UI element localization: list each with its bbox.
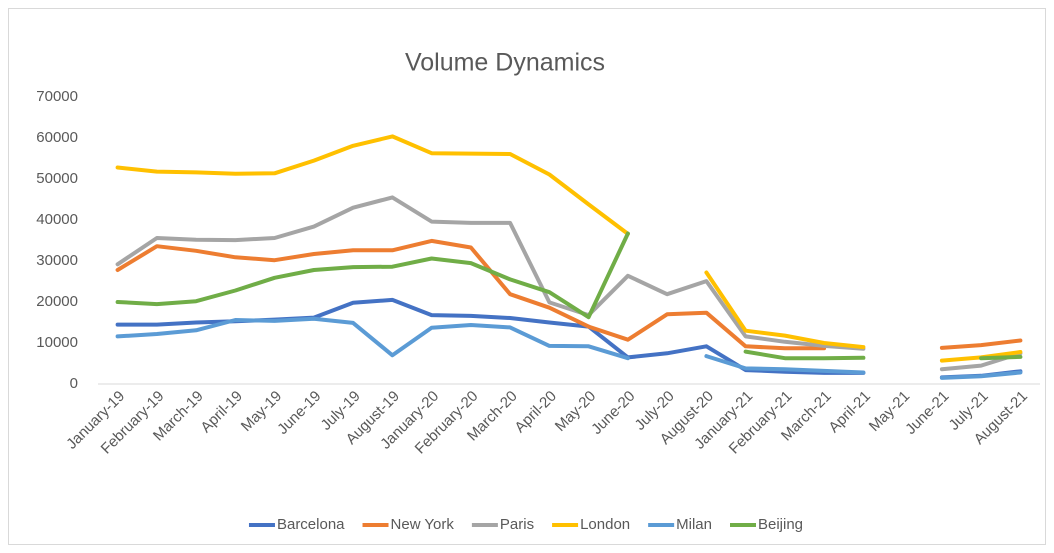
- legend-label: Milan: [676, 516, 712, 533]
- legend-label: New York: [391, 516, 455, 533]
- legend-item: London: [552, 516, 630, 533]
- legend-item: Barcelona: [248, 516, 345, 533]
- legend-item: New York: [362, 516, 455, 533]
- y-tick-label: 70000: [36, 88, 78, 105]
- series-line: [115, 316, 1023, 380]
- chart-title: Volume Dynamics: [405, 49, 605, 77]
- legend-item: Beijing: [730, 516, 803, 533]
- legend-item: Paris: [471, 516, 534, 533]
- y-tick-label: 10000: [36, 334, 78, 351]
- series-line: [115, 231, 1023, 361]
- series-line: [115, 238, 1023, 351]
- legend-label: Barcelona: [277, 516, 345, 533]
- legend-label: Paris: [500, 516, 534, 533]
- y-tick-label: 0: [70, 375, 78, 392]
- y-tick-label: 50000: [36, 170, 78, 187]
- y-tick-label: 60000: [36, 129, 78, 146]
- legend-label: Beijing: [758, 516, 803, 533]
- chart-border: [8, 8, 1046, 545]
- y-tick-label: 40000: [36, 211, 78, 228]
- legend-item: Milan: [648, 516, 712, 533]
- y-tick-label: 20000: [36, 293, 78, 310]
- y-tick-label: 30000: [36, 252, 78, 269]
- legend-label: London: [580, 516, 630, 533]
